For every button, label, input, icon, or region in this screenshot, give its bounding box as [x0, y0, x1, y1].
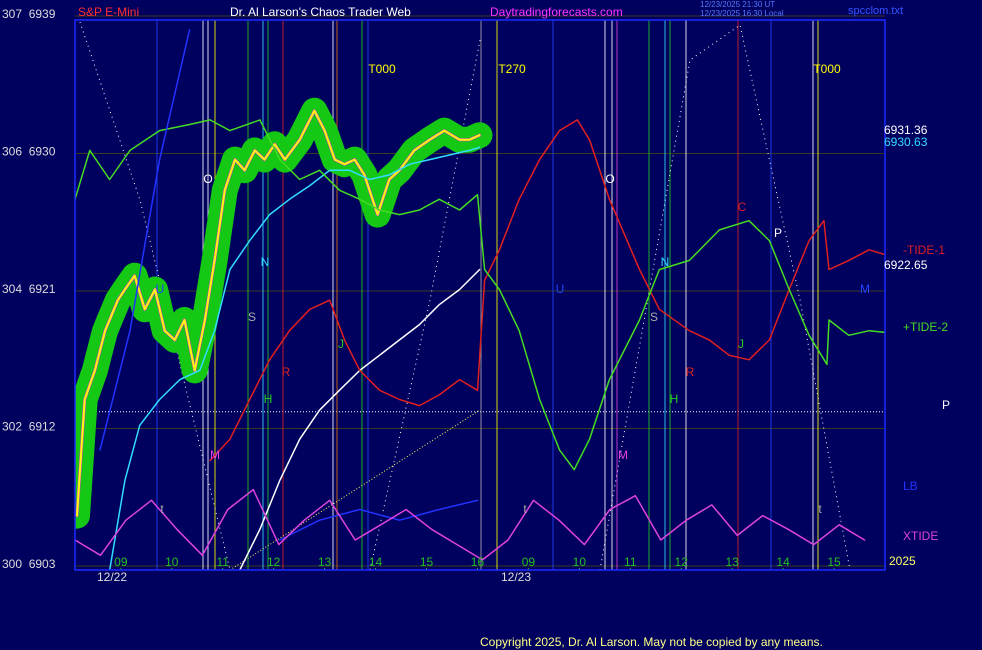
value-label: 6931.36: [884, 123, 928, 137]
annotation: T270: [498, 62, 526, 76]
x-tick-label: 12: [267, 555, 281, 569]
annotation: H: [264, 392, 273, 406]
annotation: t: [160, 502, 164, 516]
file-name: spcclom.txt: [848, 5, 903, 17]
y-tick-label: 306 6930: [2, 145, 56, 159]
x-tick-label: 11: [624, 555, 637, 569]
x-tick-label: 09: [114, 555, 128, 569]
annotation: M: [210, 448, 220, 462]
annotation: N: [661, 255, 670, 269]
annotation: t: [523, 502, 527, 516]
x-tick-label: 09: [522, 555, 536, 569]
value-label: 6922.65: [884, 258, 928, 272]
copyright: Copyright 2025, Dr. Al Larson. May not b…: [480, 635, 823, 649]
x-tick-label: 13: [725, 555, 739, 569]
annotation: U: [156, 282, 165, 296]
legend-label: LB: [903, 479, 918, 493]
annotation: P: [774, 226, 782, 240]
series-line: [75, 488, 866, 561]
x-tick-label: 14: [776, 555, 790, 569]
series-line: [75, 119, 885, 471]
x-tick-label: 11: [217, 555, 230, 569]
annotation: U: [556, 282, 565, 296]
day-label: 12/23: [501, 570, 531, 584]
annotation: J: [338, 337, 344, 351]
x-tick-label: 12: [675, 555, 689, 569]
x-tick-label: 15: [420, 555, 434, 569]
symbol: S&P E-Mini: [78, 5, 139, 19]
series-line: [279, 499, 479, 541]
y-tick-label: 304 6921: [2, 282, 56, 296]
annotation: M: [618, 448, 628, 462]
chart-title: Dr. Al Larson's Chaos Trader Web: [230, 5, 411, 19]
annotation: R: [282, 365, 291, 379]
timestamp: 12/23/2025 21:30 UT: [700, 0, 775, 9]
series-line: [99, 28, 191, 451]
annotation: H: [670, 392, 679, 406]
year-label: 2025: [889, 554, 916, 568]
annotation: O: [203, 172, 212, 186]
x-tick-label: 10: [573, 555, 587, 569]
legend-label: -TIDE-1: [903, 243, 945, 257]
annotation: S: [650, 310, 658, 324]
x-tick-label: 13: [318, 555, 332, 569]
legend-label: +TIDE-2: [903, 320, 948, 334]
annotation: M: [860, 282, 870, 296]
annotation: T000: [368, 62, 396, 76]
y-tick-label: 300 6903: [2, 557, 56, 571]
annotation: R: [686, 365, 695, 379]
dotted-line: [599, 24, 851, 571]
value-label: 6930.63: [884, 135, 928, 149]
y-tick-label: 302 6912: [2, 420, 56, 434]
x-tick-label: 15: [827, 555, 841, 569]
x-tick-label: 14: [369, 555, 383, 569]
annotation: P: [942, 398, 950, 412]
annotation: C: [738, 200, 747, 214]
annotation: O: [605, 172, 614, 186]
plot-frame: [74, 19, 886, 571]
x-tick-label: 10: [165, 555, 179, 569]
website: Daytradingforecasts.com: [490, 5, 623, 19]
legend-label: XTIDE: [903, 529, 938, 543]
y-tick-label: 307 6939: [2, 7, 56, 21]
annotation: t: [818, 502, 822, 516]
annotation: J: [738, 337, 744, 351]
day-label: 12/22: [97, 570, 127, 584]
annotation: T000: [813, 62, 841, 76]
series-line: [76, 109, 481, 517]
annotation: N: [261, 255, 270, 269]
annotation: S: [248, 310, 256, 324]
series-line: [108, 146, 481, 570]
x-tick-label: 16: [471, 555, 485, 569]
timestamp: 12/23/2025 16:30 Local: [700, 9, 784, 18]
